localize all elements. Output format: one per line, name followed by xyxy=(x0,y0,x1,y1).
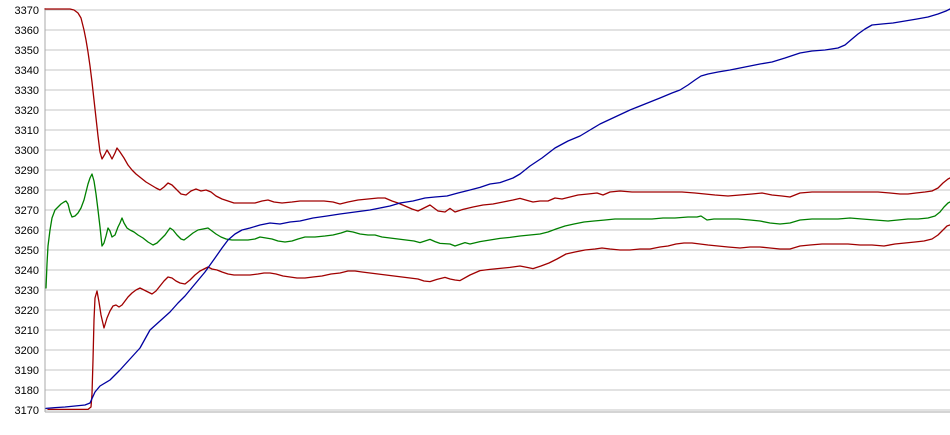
y-axis-tick-label: 3290 xyxy=(15,165,39,177)
y-axis-tick-label: 3230 xyxy=(15,285,39,297)
y-axis-tick-label: 3270 xyxy=(15,205,39,217)
y-axis-tick-label: 3370 xyxy=(15,5,39,17)
y-axis-tick-label: 3240 xyxy=(15,265,39,277)
y-axis-tick-label: 3200 xyxy=(15,345,39,357)
y-axis-tick-label: 3320 xyxy=(15,105,39,117)
green-line xyxy=(45,173,950,289)
y-axis-tick-label: 3280 xyxy=(15,185,39,197)
upper-red-line xyxy=(44,8,950,213)
y-axis-tick-label: 3300 xyxy=(15,145,39,157)
y-axis-tick-label: 3310 xyxy=(15,125,39,137)
y-axis-tick-label: 3180 xyxy=(15,385,39,397)
lower-red-line xyxy=(47,224,950,411)
y-axis-tick-label: 3210 xyxy=(15,325,39,337)
y-axis-tick-label: 3330 xyxy=(15,85,39,97)
y-axis-tick-label: 3190 xyxy=(15,365,39,377)
blue-line xyxy=(45,8,950,410)
y-axis-tick-label: 3220 xyxy=(15,305,39,317)
y-axis-tick-label: 3340 xyxy=(15,65,39,77)
y-axis-tick-label: 3170 xyxy=(15,405,39,417)
y-axis-tick-label: 3360 xyxy=(15,25,39,37)
y-axis-tick-label: 3260 xyxy=(15,225,39,237)
y-axis-tick-label: 3350 xyxy=(15,45,39,57)
y-axis-tick-label: 3250 xyxy=(15,245,39,257)
